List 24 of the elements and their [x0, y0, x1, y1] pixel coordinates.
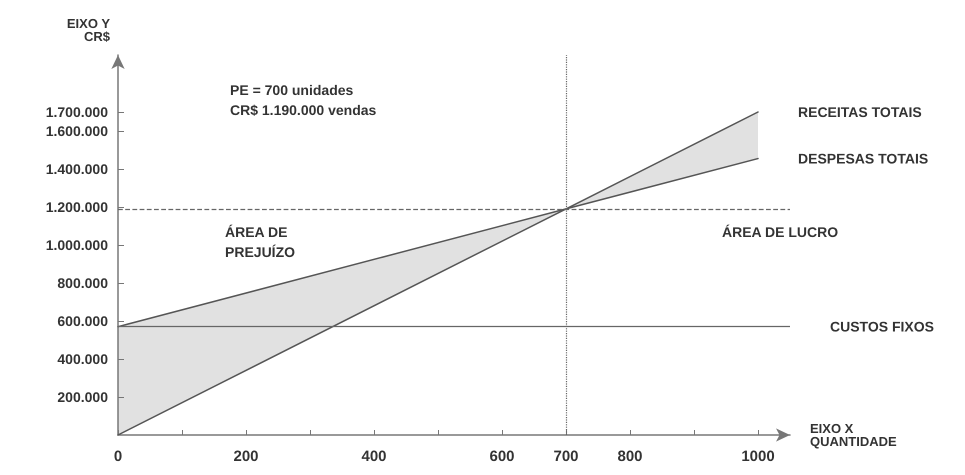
- y-axis-title: EIXO Y CR$: [66, 16, 111, 44]
- y-tick-label: 400.000: [57, 351, 108, 367]
- y-tick-label: 1.000.000: [46, 237, 108, 253]
- y-tick-label: 1.400.000: [46, 161, 108, 177]
- x-tick-label: 800: [617, 448, 643, 465]
- x-axis-title: EIXO X QUANTIDADE: [810, 421, 897, 449]
- annotation: ÁREA DE LUCRO: [722, 224, 838, 240]
- y-tick-label: 1.200.000: [46, 199, 108, 215]
- y-tick-label: 200.000: [57, 389, 108, 405]
- ref-line-label: CUSTOS FIXOS: [830, 318, 934, 335]
- y-tick-label: 600.000: [57, 313, 108, 329]
- annotation: PE = 700 unidades CR$ 1.190.000 vendas: [230, 82, 377, 118]
- x-tick-label: 400: [361, 448, 387, 465]
- y-tick-label: 800.000: [57, 275, 108, 291]
- x-tick-label: 0: [114, 448, 122, 465]
- x-tick-label: 600: [489, 448, 515, 465]
- x-tick-label: 700: [553, 448, 579, 465]
- text: RECEITAS TOTAIS: [798, 104, 922, 120]
- y-tick-label: 1.600.000: [46, 123, 108, 139]
- text: DESPESAS TOTAIS: [798, 150, 928, 167]
- y-tick-label: 1.700.000: [46, 104, 108, 120]
- annotation: ÁREA DE PREJUÍZO: [225, 224, 296, 260]
- x-tick-label: 1000: [741, 448, 775, 465]
- x-tick-label: 200: [233, 448, 259, 465]
